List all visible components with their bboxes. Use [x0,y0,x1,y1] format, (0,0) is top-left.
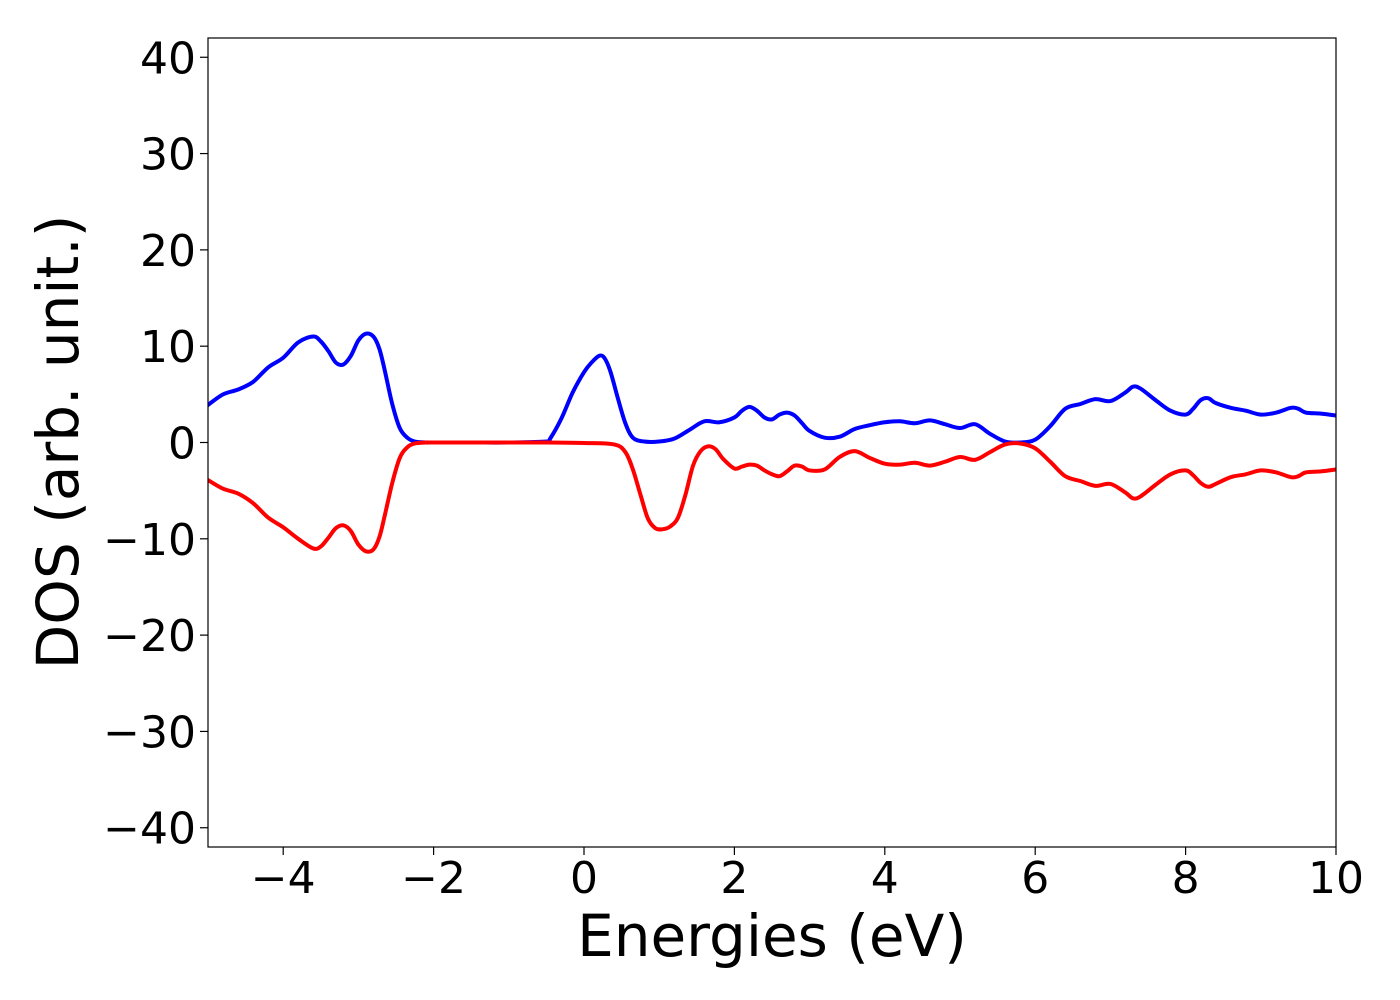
y-tick-label: −30 [103,707,196,758]
x-tick-label: 6 [1021,853,1049,904]
y-tick-label: 30 [140,130,196,181]
y-tick-label: −10 [103,515,196,566]
x-tick-label: 10 [1308,853,1364,904]
y-tick-label: −20 [103,611,196,662]
series-line-1 [208,331,1336,445]
y-tick-label: −40 [103,804,196,855]
x-axis-title: Energies (eV) [577,902,967,970]
y-tick-label: 40 [140,33,196,84]
series-layer [208,331,1336,554]
y-axis: −40 −30 −20 −10 0 10 20 30 40 [103,33,208,855]
x-tick-label: 4 [871,853,899,904]
y-tick-label: 10 [140,322,196,373]
plot-area [208,38,1336,847]
x-tick-label: 2 [720,853,748,904]
x-tick-label: −4 [251,853,316,904]
x-tick-label: −2 [401,853,466,904]
x-tick-label: 8 [1172,853,1200,904]
y-tick-label: 0 [168,419,196,470]
y-tick-label: 20 [140,226,196,277]
x-axis: −4 −2 0 2 4 6 8 10 [251,847,1364,904]
series-line-2 [208,440,1336,554]
x-tick-label: 0 [570,853,598,904]
y-axis-title: DOS (arb. unit.) [24,215,92,670]
